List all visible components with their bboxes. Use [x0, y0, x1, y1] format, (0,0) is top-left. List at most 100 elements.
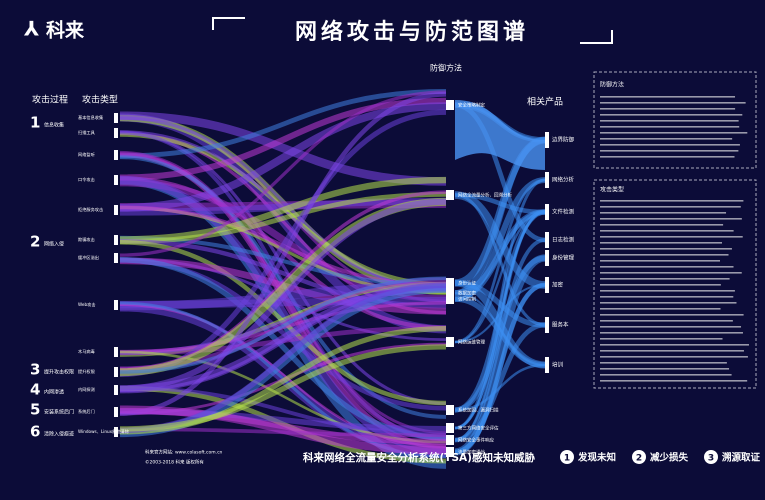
flow: [119, 88, 447, 159]
node: [114, 128, 118, 138]
text-line: [600, 362, 727, 364]
product: 日志检测: [552, 236, 575, 244]
stage-label: 网络入侵: [44, 241, 64, 248]
text-line: [600, 102, 746, 104]
node: [545, 132, 549, 148]
stage-number: 1: [30, 114, 40, 132]
text-line: [600, 144, 740, 146]
flow: [119, 111, 447, 186]
flow: [119, 90, 447, 257]
flow: [454, 282, 546, 455]
text-line: [600, 96, 736, 98]
node: [545, 250, 549, 266]
attack-type: 扫描工具: [78, 129, 96, 136]
node: [114, 347, 118, 357]
text-line: [600, 320, 733, 322]
flow: [119, 405, 447, 455]
defense: 安全策略制定: [458, 102, 485, 109]
footer-note: 科来官方网站: www.colasoft.com.cn: [145, 449, 223, 456]
attack-type: 网络监听: [78, 151, 95, 158]
text-line: [600, 224, 724, 226]
node: [446, 435, 454, 445]
text-line: [600, 350, 744, 352]
text-line: [600, 278, 730, 280]
text-line: [600, 266, 734, 268]
node: [446, 288, 454, 298]
defense: 访问控制: [458, 296, 476, 303]
flow: [119, 276, 447, 374]
text-line: [600, 260, 721, 262]
attack-type: Web攻击: [78, 301, 96, 308]
node: [114, 150, 118, 160]
flow: [119, 296, 447, 309]
node: [446, 294, 454, 304]
text-line: [600, 290, 735, 292]
attack-type: 内网探测: [78, 386, 95, 393]
flow: [119, 344, 447, 432]
title: 网络攻击与防范图谱: [295, 19, 529, 45]
stage-label: 提升攻击权限: [44, 369, 74, 376]
text-line: [600, 120, 739, 122]
text-line: [600, 126, 740, 128]
attack-type: 提升权限: [78, 368, 96, 375]
flow: [455, 100, 545, 170]
text-line: [600, 156, 735, 158]
stage-number: 6: [30, 423, 40, 441]
text-line: [600, 132, 748, 134]
node: [545, 204, 549, 220]
text-line: [600, 296, 734, 298]
attack-type: 口令攻击: [78, 176, 95, 183]
column-head: 攻击类型: [82, 94, 118, 106]
node: [114, 205, 118, 215]
text-line: [600, 380, 748, 382]
attack-type: Windows、Linux痕迹清除: [78, 428, 130, 435]
attack-type: 系统后门: [78, 408, 95, 415]
column-head: 相关产品: [527, 96, 563, 108]
defense: 系统加固、漏洞扫描: [458, 407, 499, 414]
panel-title: 攻击类型: [600, 186, 624, 194]
attack-type: 木马病毒: [78, 348, 95, 355]
node: [446, 423, 454, 433]
benefit-label: 发现未知: [577, 452, 616, 464]
text-line: [600, 138, 733, 140]
text-line: [600, 374, 732, 376]
attack-type: 欺骗攻击: [78, 236, 95, 243]
text-line: [600, 314, 744, 316]
stage-label: 信息收集: [44, 122, 64, 129]
defense: 第三方网络安全评估: [458, 425, 499, 432]
defense: 网络安全事件响应: [458, 437, 494, 444]
text-line: [600, 368, 730, 370]
benefit-number: 3: [708, 454, 714, 464]
node: [114, 113, 118, 123]
product: 边界防御: [552, 136, 575, 144]
column-head: 防御方法: [430, 63, 462, 73]
flow: [454, 322, 546, 443]
product: 培训: [552, 361, 564, 369]
logo: 科来: [46, 19, 84, 42]
attack-type: 缓冲区溢出: [78, 254, 99, 261]
text-line: [600, 326, 742, 328]
product: 加密: [552, 281, 564, 289]
text-line: [600, 218, 742, 220]
text-line: [600, 272, 742, 274]
node: [446, 337, 454, 347]
text-line: [600, 206, 741, 208]
text-line: [600, 254, 729, 256]
labels: 1 信息收集 2 网络入侵 3 提升攻击权限 4 内网渗透 5 安装系统后门 6 清除入侵痕迹 基本信息…: [30, 100, 575, 457]
defense: 数据加密: [458, 290, 476, 297]
node: [114, 367, 118, 377]
text-line: [600, 150, 739, 152]
benefit-number: 1: [564, 454, 570, 464]
node: [545, 357, 549, 373]
benefit-number: 2: [636, 454, 642, 464]
text-line: [600, 242, 723, 244]
stage-label: 安装系统后门: [44, 409, 74, 416]
node: [446, 100, 454, 110]
flow: [119, 385, 447, 437]
text-line: [600, 230, 734, 232]
text-line: [600, 338, 723, 340]
flow: [119, 198, 447, 392]
text-line: [600, 212, 727, 214]
flows: [119, 88, 546, 469]
